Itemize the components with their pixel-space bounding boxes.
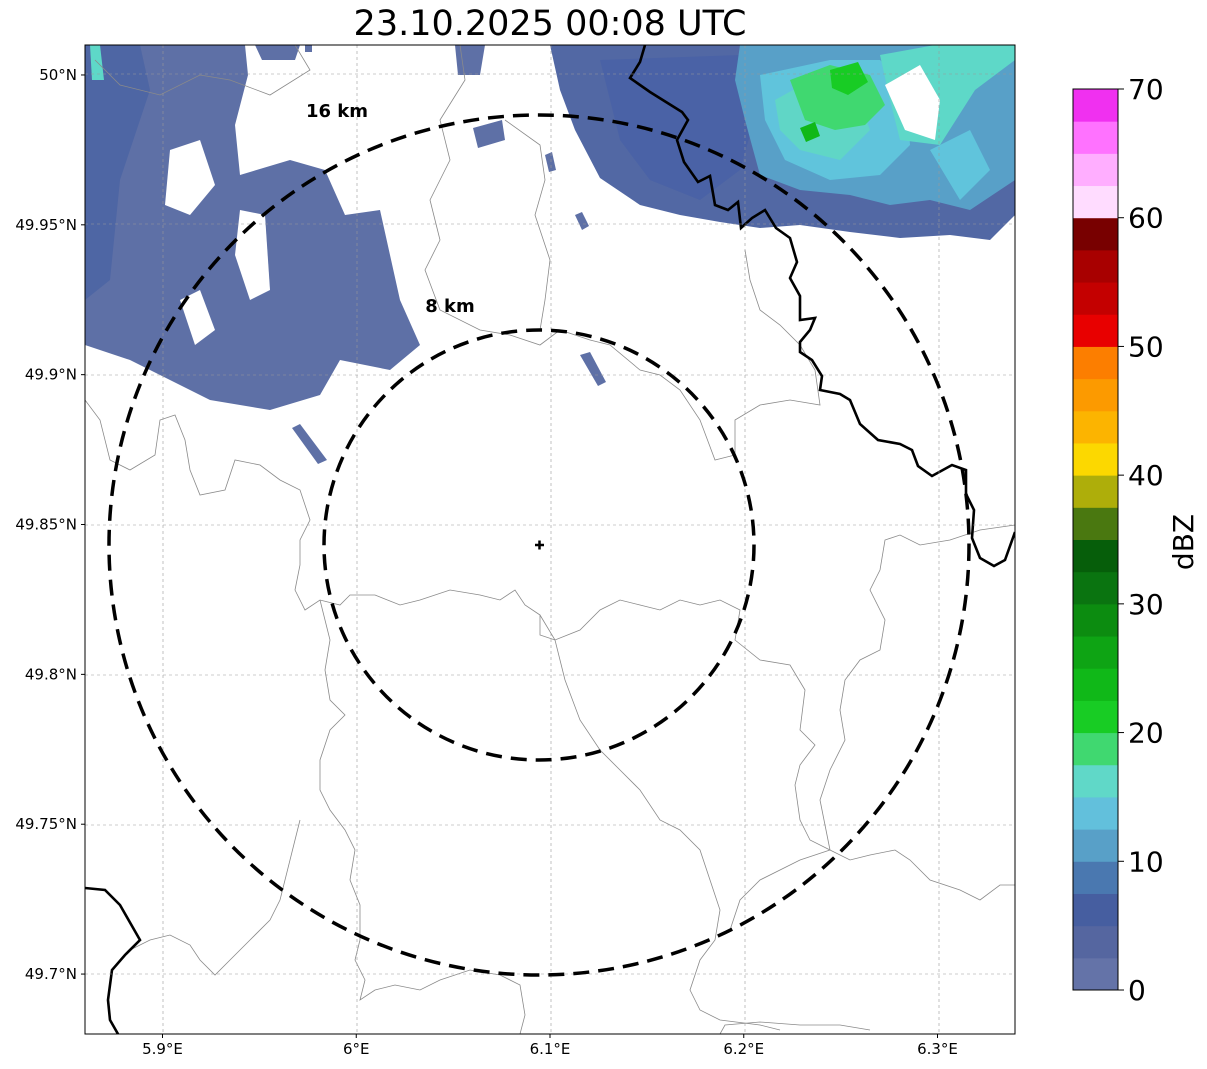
colorbar-segment	[1073, 829, 1118, 862]
colorbar-segment	[1073, 925, 1118, 959]
national-border	[85, 45, 1015, 1034]
colorbar-segment	[1073, 346, 1118, 380]
colorbar-segment	[1073, 539, 1118, 573]
colorbar-segment	[1073, 764, 1118, 798]
radar-echo-northeast	[550, 45, 1015, 240]
radar-echo-northwest	[85, 45, 606, 464]
x-tick-label: 6.3°E	[917, 1040, 958, 1058]
radar-site-marker	[535, 540, 544, 550]
y-tick-label: 49.8°N	[25, 665, 77, 683]
x-tick-label: 6°E	[343, 1040, 370, 1058]
colorbar-segment	[1073, 636, 1118, 669]
colorbar-segment	[1073, 217, 1118, 251]
x-tick-label: 6.1°E	[530, 1040, 571, 1058]
colorbar-tick-label: 70	[1128, 73, 1164, 106]
colorbar-segment	[1073, 668, 1118, 701]
colorbar-segment	[1073, 700, 1118, 734]
range-ring-8km	[322, 328, 756, 762]
colorbar-segment	[1073, 378, 1118, 412]
x-axis-ticks: 5.9°E 6°E 6.1°E 6.2°E 6.3°E	[142, 1034, 958, 1058]
colorbar-segment	[1073, 475, 1118, 508]
colorbar-segment	[1073, 957, 1118, 991]
colorbar-tick-label: 30	[1128, 588, 1164, 621]
colorbar-segment	[1073, 571, 1118, 605]
colorbar-segment	[1073, 442, 1118, 476]
colorbar-segment	[1073, 861, 1118, 894]
y-axis-ticks: 50°N 49.95°N 49.9°N 49.85°N 49.8°N 49.75°N 49.…	[15, 66, 85, 983]
y-tick-label: 49.7°N	[25, 965, 77, 983]
y-tick-label: 49.85°N	[15, 516, 77, 534]
colorbar-segment	[1073, 603, 1118, 637]
y-tick-label: 49.75°N	[15, 815, 77, 833]
colorbar-ticks: 0 10 20 30 40 50 60 70	[1118, 73, 1164, 1007]
y-tick-label: 49.9°N	[25, 366, 77, 384]
range-ring-16km	[107, 113, 971, 977]
colorbar-tick-label: 20	[1128, 717, 1164, 750]
y-tick-label: 50°N	[39, 66, 77, 84]
colorbar-segment	[1073, 121, 1118, 154]
colorbar-segment	[1073, 249, 1118, 283]
colorbar-segment	[1073, 282, 1118, 315]
y-tick-label: 49.95°N	[15, 216, 77, 234]
x-tick-label: 6.2°E	[723, 1040, 764, 1058]
colorbar-tick-label: 0	[1128, 974, 1146, 1007]
colorbar-segment	[1073, 410, 1118, 444]
colorbar-segment	[1073, 153, 1118, 187]
colorbar-segment	[1073, 893, 1118, 927]
colorbar-segment	[1073, 507, 1118, 540]
colorbar-label: dBZ	[1167, 514, 1200, 570]
colorbar-tick-label: 40	[1128, 459, 1164, 492]
colorbar-frame	[1072, 88, 1119, 991]
colorbar-tick-label: 10	[1128, 845, 1164, 878]
colorbar-segment	[1073, 89, 1118, 122]
colorbar-segment	[1073, 185, 1118, 219]
colorbar	[1072, 88, 1119, 991]
colorbar-tick-label: 60	[1128, 202, 1164, 235]
colorbar-segment	[1073, 732, 1118, 766]
ring-label-8km: 8 km	[425, 296, 475, 317]
colorbar-segment	[1073, 314, 1118, 347]
regional-boundaries	[85, 45, 1015, 1034]
colorbar-tick-label: 50	[1128, 330, 1164, 363]
x-tick-label: 5.9°E	[142, 1040, 183, 1058]
ring-label-16km: 16 km	[306, 101, 368, 122]
map-title: 23.10.2025 00:08 UTC	[353, 4, 747, 44]
colorbar-segment	[1073, 796, 1118, 830]
